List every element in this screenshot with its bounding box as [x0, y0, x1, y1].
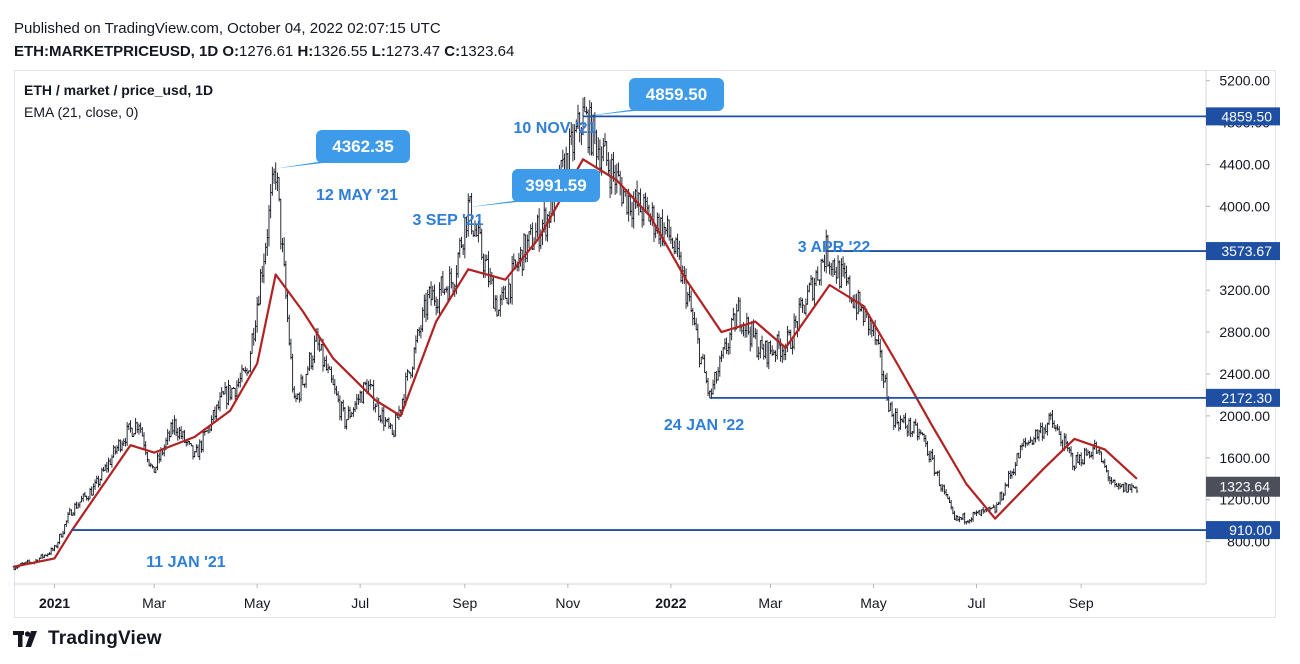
x-tick-label: Jul — [351, 595, 369, 611]
date-annotation: 3 SEP '21 — [412, 212, 483, 229]
callout-bubble — [512, 169, 600, 202]
y-tick-label: 3200.00 — [1219, 282, 1270, 298]
high-value: 1326.55 — [313, 43, 368, 60]
low-label: L: — [371, 43, 386, 60]
open-value: 1276.61 — [239, 43, 294, 60]
x-tick-label: Sep — [1069, 595, 1094, 611]
last-price-label: 1323.64 — [1219, 479, 1270, 495]
x-tick-label: Mar — [142, 595, 166, 611]
y-tick-label: 2800.00 — [1219, 324, 1270, 340]
callout-bubble — [629, 78, 724, 111]
level-axis-badge — [1206, 388, 1280, 407]
symbol-label: ETH:MARKETPRICEUSD, 1D — [14, 43, 219, 60]
ohlc-readout: ETH:MARKETPRICEUSD, 1D O:1276.61 H:1326.… — [14, 43, 514, 60]
close-label: C: — [444, 43, 461, 60]
indicator-legend: EMA (21, close, 0) — [24, 104, 139, 120]
close-value: 1323.64 — [460, 43, 515, 60]
chart-frame — [14, 70, 1276, 618]
level-axis-badge — [1206, 242, 1280, 261]
last-price-badge — [1206, 476, 1280, 497]
level-axis-label: 4859.50 — [1221, 108, 1272, 124]
tradingview-logo-icon — [13, 631, 37, 647]
published-info: Published on TradingView.com, October 04… — [14, 20, 441, 37]
date-annotation: 11 JAN '21 — [146, 554, 226, 571]
callout-bubble — [316, 130, 410, 163]
date-annotation: 10 NOV '21 — [514, 120, 597, 137]
y-tick-label: 2400.00 — [1219, 366, 1270, 382]
level-axis-label: 3573.67 — [1221, 243, 1272, 259]
y-tick-label: 4400.00 — [1219, 157, 1270, 173]
callout-label: 4859.50 — [646, 85, 707, 104]
low-value: 1273.47 — [385, 43, 441, 60]
x-tick-label: May — [860, 595, 886, 611]
level-axis-label: 910.00 — [1229, 522, 1272, 538]
date-annotation: 3 APR '22 — [798, 239, 871, 256]
level-axis-badge — [1206, 107, 1280, 126]
callout-pointer — [275, 161, 340, 169]
y-tick-label: 2000.00 — [1219, 408, 1270, 424]
y-tick-label: 5200.00 — [1219, 73, 1270, 89]
callout-label: 4362.35 — [332, 137, 393, 156]
x-tick-label: May — [244, 595, 270, 611]
x-tick-label: Sep — [452, 595, 477, 611]
open-label: O: — [222, 43, 240, 60]
level-axis-label: 2172.30 — [1221, 390, 1272, 406]
y-tick-label: 1600.00 — [1219, 450, 1270, 466]
ema-line — [13, 158, 1138, 568]
x-tick-label: Jul — [968, 595, 986, 611]
x-tick-label: 2022 — [655, 595, 686, 611]
high-label: H: — [297, 43, 314, 60]
tradingview-brand: TradingView — [12, 628, 162, 650]
level-axis-badge — [1206, 521, 1280, 540]
series-legend: ETH / market / price_usd, 1D — [24, 82, 214, 98]
x-tick-label: Mar — [758, 595, 782, 611]
callout-label: 3991.59 — [525, 176, 586, 195]
date-annotation: 12 MAY '21 — [316, 187, 398, 204]
x-tick-label: Nov — [555, 595, 580, 611]
y-tick-label: 4000.00 — [1219, 198, 1270, 214]
x-tick-label: 2021 — [39, 595, 70, 611]
brand-name: TradingView — [48, 628, 162, 649]
date-annotation: 24 JAN '22 — [664, 417, 744, 434]
